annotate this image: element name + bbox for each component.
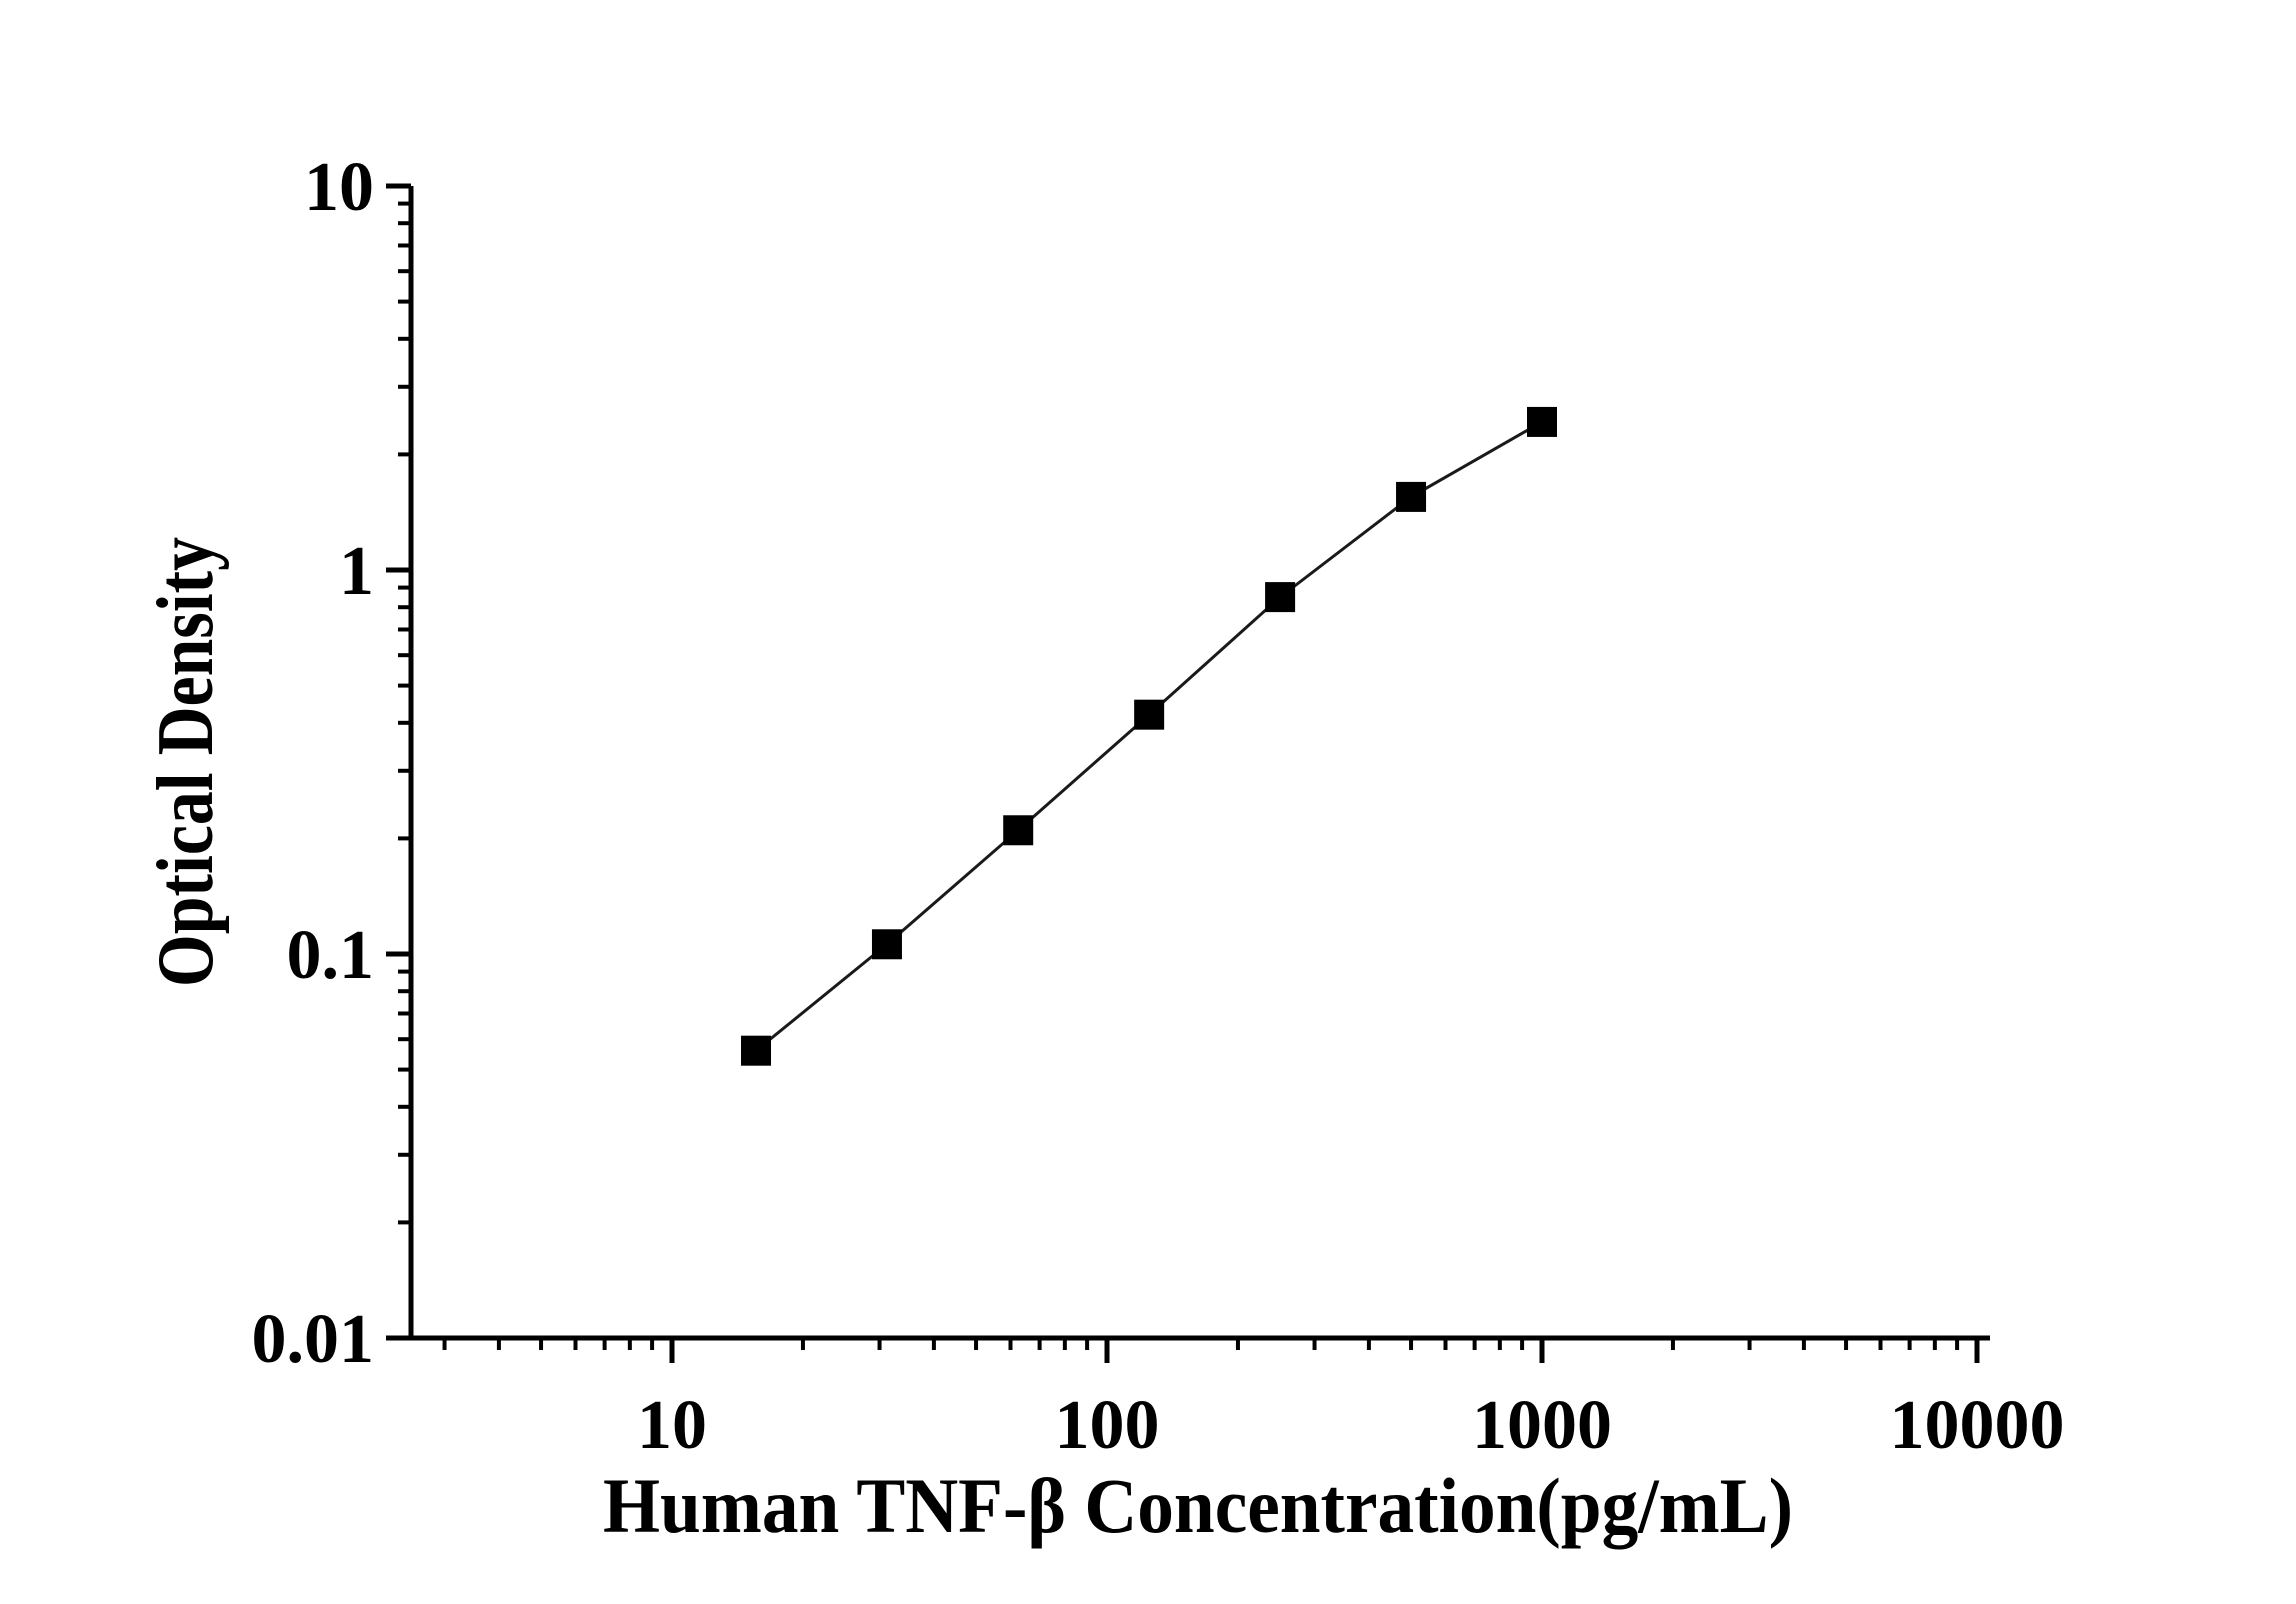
- x-tick-label: 100: [1055, 1387, 1160, 1464]
- x-axis-title: Human TNF-β Concentration(pg/mL): [603, 1462, 1793, 1549]
- data-point-marker: [1003, 815, 1034, 846]
- data-point-marker: [1134, 699, 1165, 730]
- data-point-marker: [871, 929, 902, 960]
- data-point-marker: [741, 1035, 772, 1066]
- data-point-marker: [1396, 481, 1427, 512]
- y-tick-label: 10: [304, 149, 374, 226]
- y-tick-label: 0.1: [287, 917, 375, 994]
- y-axis-title: Optical Density: [142, 537, 230, 987]
- x-tick-label: 1000: [1472, 1387, 1612, 1464]
- axis-lines: [408, 186, 1990, 1341]
- x-tick-label: 10000: [1890, 1387, 2065, 1464]
- data-point-marker: [1265, 582, 1296, 613]
- y-tick-label: 0.01: [252, 1301, 375, 1378]
- chart-plot-area: 10 1 0.1 0.01 10 100 1000 10000: [252, 149, 2065, 1464]
- x-tick-label: 10: [637, 1387, 707, 1464]
- y-tick-label: 1: [339, 533, 374, 610]
- data-point-marker: [1527, 406, 1557, 437]
